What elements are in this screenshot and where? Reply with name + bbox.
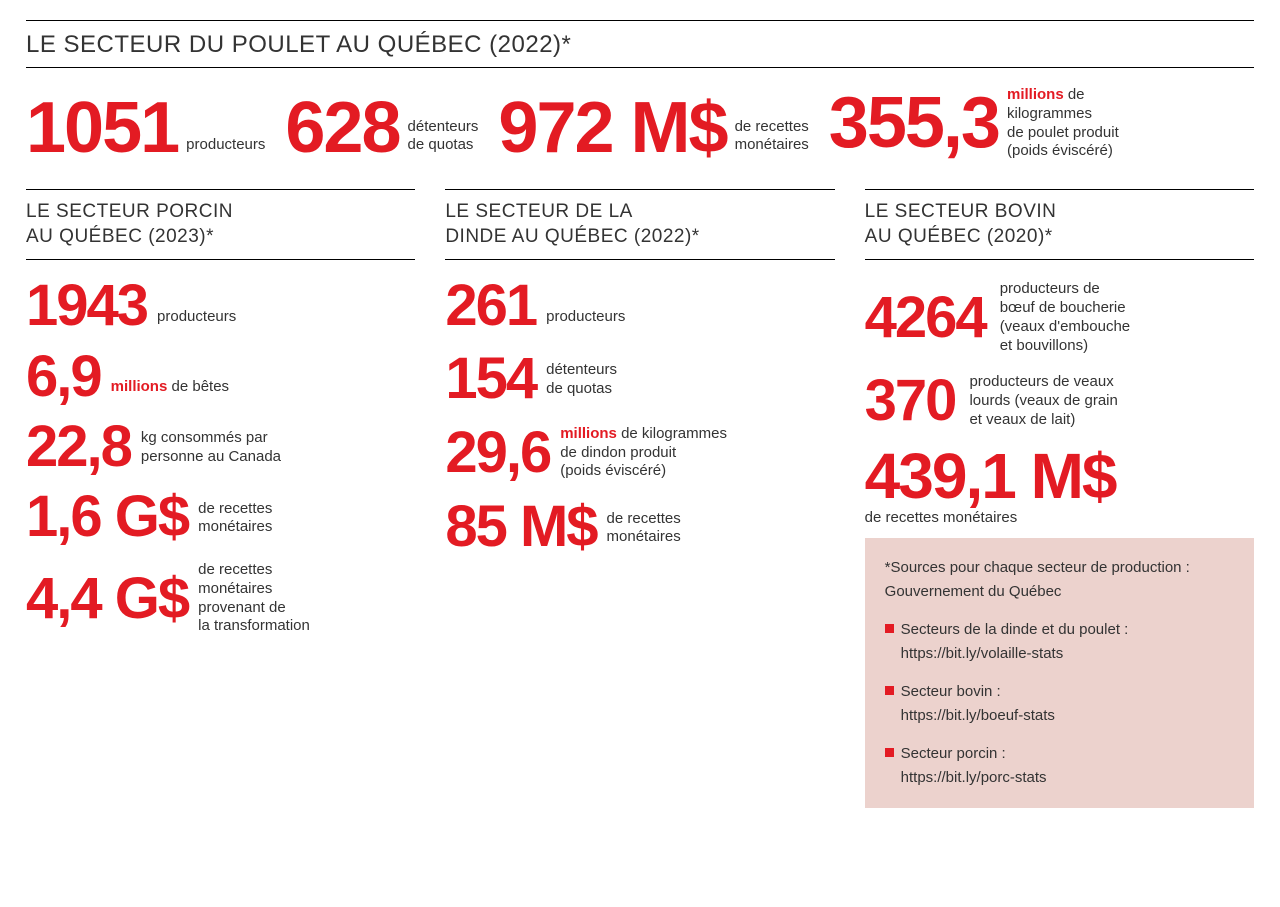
stat-label: détenteursde quotas — [408, 118, 479, 162]
stat-value: 1,6 G$ — [26, 491, 188, 543]
stat-label: kg consommés parpersonne au Canada — [141, 429, 281, 473]
stat-value: 22,8 — [26, 421, 131, 473]
dinde-stat-0: 261 producteurs — [445, 280, 834, 332]
sources-box: *Sources pour chaque secteur de producti… — [865, 538, 1254, 808]
stat-label: producteurs de veauxlourds (veaux de gra… — [969, 373, 1117, 429]
stat-label: producteurs — [186, 136, 265, 161]
stat-value: 1943 — [26, 280, 147, 332]
source-text: Secteur bovin : — [901, 683, 1001, 700]
source-url: https://bit.ly/porc-stats — [901, 769, 1047, 786]
porcin-stat-2: 22,8 kg consommés parpersonne au Canada — [26, 421, 415, 473]
dinde-col: LE SECTEUR DE LADINDE AU QUÉBEC (2022)* … — [445, 189, 834, 808]
columns: LE SECTEUR PORCINAU QUÉBEC (2023)* 1943 … — [26, 189, 1254, 808]
source-item-1: Secteur bovin : https://bit.ly/boeuf-sta… — [885, 680, 1234, 728]
stat-value: 154 — [445, 353, 536, 405]
poulet-stat-2: 972 M$ de recettesmonétaires — [498, 86, 808, 161]
porcin-stat-1: 6,9 millions de bêtes — [26, 351, 415, 403]
stat-value: 261 — [445, 280, 536, 332]
stat-value: 370 — [865, 375, 956, 427]
bovin-stat-2: 439,1 M$ de recettes monétaires — [865, 448, 1254, 527]
stat-label: producteurs debœuf de boucherie(veaux d'… — [1000, 280, 1130, 355]
stat-sublabel: de recettes monétaires — [865, 509, 1254, 526]
bovin-title: LE SECTEUR BOVINAU QUÉBEC (2020)* — [865, 189, 1254, 260]
source-url: https://bit.ly/boeuf-stats — [901, 707, 1055, 724]
dinde-stat-2: 29,6 millions de kilogrammesde dindon pr… — [445, 425, 834, 481]
stat-label: de recettesmonétairesprovenant dela tran… — [198, 561, 310, 636]
stat-label: millions de kilogrammesde dindon produit… — [560, 425, 727, 481]
bovin-stat-0: 4264 producteurs debœuf de boucherie(vea… — [865, 280, 1254, 355]
poulet-stat-0: 1051 producteurs — [26, 86, 265, 161]
stat-label: producteurs — [546, 308, 625, 333]
stat-value: 4,4 G$ — [26, 573, 188, 625]
porcin-stat-4: 4,4 G$ de recettesmonétairesprovenant de… — [26, 561, 415, 636]
bovin-stat-1: 370 producteurs de veauxlourds (veaux de… — [865, 373, 1254, 429]
stat-label: millions de bêtes — [111, 378, 229, 403]
source-text: Secteur porcin : — [901, 745, 1006, 762]
stat-value: 355,3 — [829, 91, 999, 156]
stat-label: détenteursde quotas — [546, 361, 617, 405]
stat-value: 85 M$ — [445, 501, 596, 553]
stat-value: 6,9 — [26, 351, 101, 403]
stat-value: 29,6 — [445, 427, 550, 479]
source-text: Secteurs de la dinde et du poulet : — [901, 621, 1129, 638]
porcin-title: LE SECTEUR PORCINAU QUÉBEC (2023)* — [26, 189, 415, 260]
stat-label: de recettesmonétaires — [198, 500, 272, 544]
source-url: https://bit.ly/volaille-stats — [901, 645, 1064, 662]
stat-value: 4264 — [865, 292, 986, 344]
source-item-2: Secteur porcin : https://bit.ly/porc-sta… — [885, 742, 1234, 790]
porcin-stat-0: 1943 producteurs — [26, 280, 415, 332]
poulet-stat-3: 355,3 millions dekilogrammesde poulet pr… — [829, 86, 1119, 161]
stat-label: millions dekilogrammesde poulet produit(… — [1007, 86, 1119, 161]
stat-value: 439,1 M$ — [865, 448, 1254, 506]
sources-head: *Sources pour chaque secteur de producti… — [885, 556, 1234, 604]
porcin-col: LE SECTEUR PORCINAU QUÉBEC (2023)* 1943 … — [26, 189, 415, 808]
bovin-col: LE SECTEUR BOVINAU QUÉBEC (2020)* 4264 p… — [865, 189, 1254, 808]
porcin-stat-3: 1,6 G$ de recettesmonétaires — [26, 491, 415, 543]
stat-label: producteurs — [157, 308, 236, 333]
poulet-stat-1: 628 détenteursde quotas — [285, 86, 478, 161]
source-item-0: Secteurs de la dinde et du poulet : http… — [885, 618, 1234, 666]
poulet-stats-row: 1051 producteurs 628 détenteursde quotas… — [26, 86, 1254, 161]
poulet-title: LE SECTEUR DU POULET AU QUÉBEC (2022)* — [26, 20, 1254, 68]
stat-value: 1051 — [26, 96, 178, 161]
stat-value: 972 M$ — [498, 96, 726, 161]
stat-label: de recettesmonétaires — [607, 510, 681, 554]
dinde-stat-3: 85 M$ de recettesmonétaires — [445, 501, 834, 553]
dinde-title: LE SECTEUR DE LADINDE AU QUÉBEC (2022)* — [445, 189, 834, 260]
dinde-stat-1: 154 détenteursde quotas — [445, 353, 834, 405]
stat-value: 628 — [285, 96, 399, 161]
stat-label: de recettesmonétaires — [735, 118, 809, 162]
